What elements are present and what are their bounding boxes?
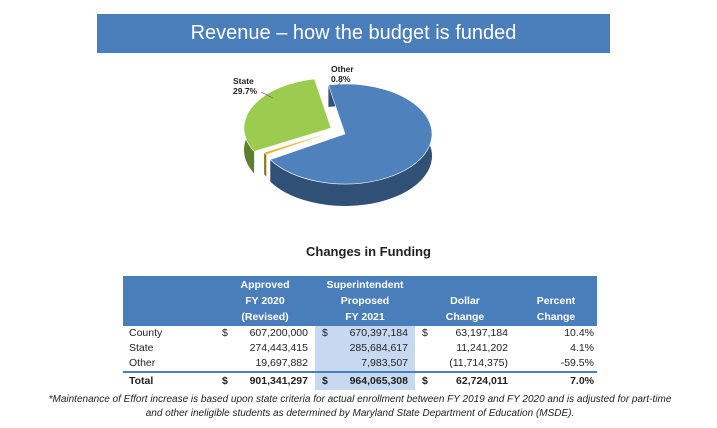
percent-change-cell: 10.4% bbox=[564, 327, 594, 339]
table-row: State 274,443,415 285,684,617 11,241,202… bbox=[123, 341, 597, 356]
pie-slice-side-other bbox=[264, 152, 267, 177]
percent-change-cell: 7.0% bbox=[515, 371, 597, 390]
approved-cell: 19,697,882 bbox=[255, 357, 308, 369]
header-approved: Approved FY 2020 (Revised) bbox=[215, 276, 315, 326]
pie-leader-line bbox=[260, 91, 274, 99]
percent-change-cell: -59.5% bbox=[560, 357, 594, 369]
total-row: Total $901,341,297 $964,065,308 $62,724,… bbox=[123, 371, 597, 390]
footnote: *Maintenance of Effort increase is based… bbox=[48, 394, 672, 419]
pie-slice-county bbox=[269, 83, 433, 185]
approved-cell: $607,200,000 bbox=[222, 327, 308, 339]
table-row: County $607,200,000 $670,397,184 $63,197… bbox=[123, 326, 597, 341]
row-label: Other bbox=[129, 357, 156, 369]
header-dollar-change: Dollar Change bbox=[415, 276, 515, 326]
chart-title-banner: Revenue – how the budget is funded bbox=[97, 14, 610, 53]
approved-cell: $901,341,297 bbox=[215, 371, 315, 390]
funding-table-title: Changes in Funding bbox=[306, 244, 431, 259]
pie-label-other: Other bbox=[331, 64, 354, 74]
proposed-cell: 7,983,507 bbox=[315, 356, 415, 372]
dollar-change-cell: $62,724,011 bbox=[415, 371, 515, 390]
proposed-cell: $964,065,308 bbox=[315, 371, 415, 390]
header-percent-change: Percent Change bbox=[515, 276, 597, 326]
pie-label-state: State bbox=[233, 76, 254, 86]
dollar-change-cell: 11,241,202 bbox=[456, 342, 508, 354]
dollar-change-cell: (11,714,375) bbox=[449, 357, 508, 369]
pie-value-other: 0.8% bbox=[331, 74, 351, 84]
funding-table: Approved FY 2020 (Revised) Superintenden… bbox=[123, 276, 597, 390]
pie-slice-state bbox=[243, 78, 332, 152]
pie-slices bbox=[243, 78, 433, 207]
percent-change-cell: 4.1% bbox=[570, 342, 594, 354]
pie-value-state: 29.7% bbox=[233, 86, 258, 96]
dollar-change-cell: $63,197,184 bbox=[422, 327, 508, 339]
pie-leader-line bbox=[336, 78, 343, 89]
proposed-cell: 285,684,617 bbox=[315, 341, 415, 356]
proposed-cell: $670,397,184 bbox=[315, 326, 415, 341]
row-label: State bbox=[129, 342, 154, 354]
header-blank bbox=[123, 276, 215, 326]
row-label: Total bbox=[123, 371, 215, 390]
header-proposed: Superintendent Proposed FY 2021 bbox=[315, 276, 415, 326]
pie-slice-other bbox=[263, 128, 342, 155]
funding-table-header: Approved FY 2020 (Revised) Superintenden… bbox=[123, 276, 597, 326]
row-label: County bbox=[129, 327, 163, 339]
table-row: Other 19,697,882 7,983,507 (11,714,375) … bbox=[123, 356, 597, 372]
approved-cell: 274,443,415 bbox=[249, 342, 308, 354]
